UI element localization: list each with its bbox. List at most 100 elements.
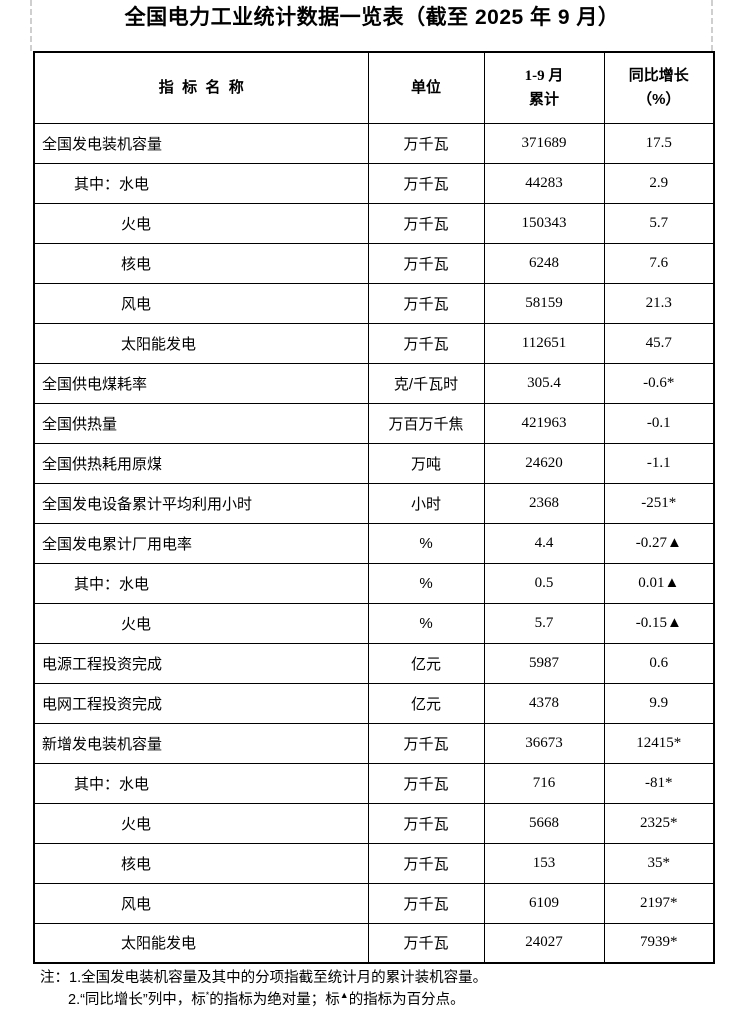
growth-cell: 7.6 bbox=[603, 242, 715, 284]
growth-cell: -1.1 bbox=[603, 442, 715, 484]
indicator-cell: 核电 bbox=[33, 842, 369, 884]
growth-cell: 2.9 bbox=[603, 162, 715, 204]
growth-cell: -0.1 bbox=[603, 402, 715, 444]
value-cell: 44283 bbox=[483, 162, 605, 204]
value-cell: 371689 bbox=[483, 122, 605, 164]
unit-cell: 亿元 bbox=[367, 682, 485, 724]
value-cell: 0.5 bbox=[483, 562, 605, 604]
indicator-cell: 全国供电煤耗率 bbox=[33, 362, 369, 404]
table-row: 电源工程投资完成 亿元 5987 0.6 bbox=[33, 642, 715, 684]
table-row: 火电 万千瓦 5668 2325* bbox=[33, 802, 715, 844]
note-line-2-text: 的指标为百分点。 bbox=[348, 992, 465, 1008]
unit-cell: 万千瓦 bbox=[367, 922, 485, 964]
growth-cell: 5.7 bbox=[603, 202, 715, 244]
unit-cell: 万千瓦 bbox=[367, 802, 485, 844]
value-cell: 153 bbox=[483, 842, 605, 884]
unit-cell: 小时 bbox=[367, 482, 485, 524]
column-header-growth: 同比增长 （%） bbox=[603, 51, 715, 124]
value-cell: 4378 bbox=[483, 682, 605, 724]
unit-cell: 亿元 bbox=[367, 642, 485, 684]
value-cell: 421963 bbox=[483, 402, 605, 444]
table-row: 火电 万千瓦 150343 5.7 bbox=[33, 202, 715, 244]
column-header-growth-line1: 同比增长 bbox=[628, 66, 689, 84]
growth-cell: 2197* bbox=[603, 882, 715, 924]
value-cell: 2368 bbox=[483, 482, 605, 524]
table-row: 全国发电装机容量 万千瓦 371689 17.5 bbox=[33, 122, 715, 164]
column-header-period: 1-9 月 累计 bbox=[483, 51, 605, 124]
unit-cell: 万千瓦 bbox=[367, 882, 485, 924]
indicator-cell: 火电 bbox=[33, 202, 369, 244]
growth-cell: -251* bbox=[603, 482, 715, 524]
indicator-cell: 全国供热量 bbox=[33, 402, 369, 444]
value-cell: 58159 bbox=[483, 282, 605, 324]
unit-cell: 万千瓦 bbox=[367, 242, 485, 284]
indicator-cell: 风电 bbox=[33, 282, 369, 324]
table-row: 核电 万千瓦 153 35* bbox=[33, 842, 715, 884]
unit-cell: 万千瓦 bbox=[367, 842, 485, 884]
table-row: 风电 万千瓦 58159 21.3 bbox=[33, 282, 715, 324]
indicator-cell: 其中：水电 bbox=[33, 162, 369, 204]
table-row: 新增发电装机容量 万千瓦 36673 12415* bbox=[33, 722, 715, 764]
growth-cell: 2325* bbox=[603, 802, 715, 844]
growth-cell: 7939* bbox=[603, 922, 715, 964]
unit-cell: 克/千瓦时 bbox=[367, 362, 485, 404]
growth-cell: 9.9 bbox=[603, 682, 715, 724]
indicator-cell: 其中：水电 bbox=[33, 762, 369, 804]
triangle-marker: ▲ bbox=[339, 990, 349, 1001]
table-row: 全国发电设备累计平均利用小时 小时 2368 -251* bbox=[33, 482, 715, 524]
table-row: 太阳能发电 万千瓦 24027 7939* bbox=[33, 922, 715, 964]
indicator-cell: 电网工程投资完成 bbox=[33, 682, 369, 724]
indicator-cell: 核电 bbox=[33, 242, 369, 284]
value-cell: 24620 bbox=[483, 442, 605, 484]
value-cell: 5987 bbox=[483, 642, 605, 684]
note-line-2: 2.“同比增长”列中，标*的指标为绝对量；标▲的指标为百分点。 bbox=[40, 989, 700, 1011]
table-row: 太阳能发电 万千瓦 112651 45.7 bbox=[33, 322, 715, 364]
growth-cell: -0.15▲ bbox=[603, 602, 715, 644]
unit-cell: 万百万千焦 bbox=[367, 402, 485, 444]
growth-cell: 21.3 bbox=[603, 282, 715, 324]
unit-cell: 万千瓦 bbox=[367, 202, 485, 244]
unit-cell: % bbox=[367, 562, 485, 604]
table-body: 全国发电装机容量 万千瓦 371689 17.5 其中：水电 万千瓦 44283… bbox=[33, 122, 715, 964]
indicator-cell: 新增发电装机容量 bbox=[33, 722, 369, 764]
growth-cell: 17.5 bbox=[603, 122, 715, 164]
column-header-period-line2: 累计 bbox=[528, 90, 559, 108]
value-cell: 150343 bbox=[483, 202, 605, 244]
indicator-cell: 太阳能发电 bbox=[33, 922, 369, 964]
table-row: 其中：水电 % 0.5 0.01▲ bbox=[33, 562, 715, 604]
growth-cell: 12415* bbox=[603, 722, 715, 764]
asterisk-marker: * bbox=[205, 990, 210, 1001]
column-header-indicator: 指 标 名 称 bbox=[33, 51, 369, 124]
unit-cell: 万千瓦 bbox=[367, 122, 485, 164]
unit-cell: 万千瓦 bbox=[367, 722, 485, 764]
table-row: 其中：水电 万千瓦 716 -81* bbox=[33, 762, 715, 804]
value-cell: 36673 bbox=[483, 722, 605, 764]
table-row: 全国发电累计厂用电率 % 4.4 -0.27▲ bbox=[33, 522, 715, 564]
unit-cell: 万千瓦 bbox=[367, 162, 485, 204]
header-row: 指 标 名 称 单位 1-9 月 累计 同比增长 （%） bbox=[33, 51, 715, 124]
table-row: 核电 万千瓦 6248 7.6 bbox=[33, 242, 715, 284]
column-header-growth-line2: （%） bbox=[637, 90, 681, 108]
table-header: 指 标 名 称 单位 1-9 月 累计 同比增长 （%） bbox=[33, 51, 715, 124]
unit-cell: 万吨 bbox=[367, 442, 485, 484]
statistics-table: 指 标 名 称 单位 1-9 月 累计 同比增长 （%） 全国发电装机容量 万千… bbox=[33, 51, 715, 964]
indicator-cell: 全国发电装机容量 bbox=[33, 122, 369, 164]
growth-cell: -81* bbox=[603, 762, 715, 804]
indicator-cell: 电源工程投资完成 bbox=[33, 642, 369, 684]
table-row: 全国供热耗用原煤 万吨 24620 -1.1 bbox=[33, 442, 715, 484]
unit-cell: 万千瓦 bbox=[367, 762, 485, 804]
indicator-cell: 全国发电累计厂用电率 bbox=[33, 522, 369, 564]
unit-cell: 万千瓦 bbox=[367, 322, 485, 364]
column-header-period-line1: 1-9 月 bbox=[524, 67, 564, 84]
value-cell: 716 bbox=[483, 762, 605, 804]
growth-cell: -0.6* bbox=[603, 362, 715, 404]
column-header-unit: 单位 bbox=[367, 51, 485, 124]
value-cell: 4.4 bbox=[483, 522, 605, 564]
value-cell: 5668 bbox=[483, 802, 605, 844]
value-cell: 5.7 bbox=[483, 602, 605, 644]
value-cell: 305.4 bbox=[483, 362, 605, 404]
indicator-cell: 火电 bbox=[33, 602, 369, 644]
growth-cell: 35* bbox=[603, 842, 715, 884]
table-row: 风电 万千瓦 6109 2197* bbox=[33, 882, 715, 924]
